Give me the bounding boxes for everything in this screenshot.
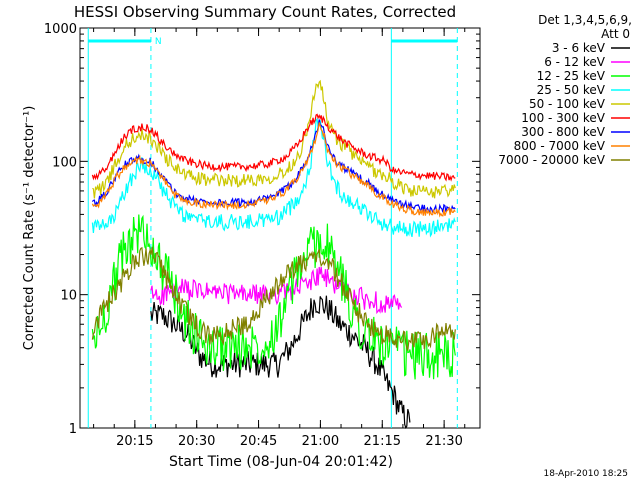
x-axis-label: Start Time (08-Jun-04 20:01:42) — [169, 454, 393, 470]
y-tick-label: 1000 — [44, 22, 77, 37]
y-tick-label: 1 — [69, 422, 77, 437]
legend-label: 25 - 50 keV — [537, 83, 606, 97]
legend-header: Det 1,3,4,5,6,9, Att 0 — [538, 13, 632, 41]
x-tick-label: 20:45 — [240, 434, 277, 449]
legend-header-line-1: Det 1,3,4,5,6,9, — [538, 13, 632, 27]
plot-frame — [79, 27, 481, 429]
series-lines — [91, 79, 456, 430]
x-tick-label: 20:30 — [178, 434, 215, 449]
legend-label: 50 - 100 keV — [529, 97, 606, 111]
legend-label: 800 - 7000 keV — [514, 139, 606, 153]
legend-header-line-2: Att 0 — [601, 27, 630, 41]
plot-timestamp: 18-Apr-2010 18:25 — [544, 469, 628, 479]
chart-title: HESSI Observing Summary Count Rates, Cor… — [74, 3, 456, 21]
x-tick-labels: 20:15 20:30 20:45 21:00 21:15 21:30 — [116, 434, 463, 449]
y-tick-labels: 1 10 100 1000 — [44, 22, 77, 437]
x-tick-label: 21:00 — [302, 434, 339, 449]
axis-ticks — [80, 27, 480, 429]
x-tick-label: 21:30 — [425, 434, 462, 449]
legend-label: 7000 - 20000 keV — [498, 153, 605, 167]
flag-label: N — [155, 37, 162, 47]
legend-label: 6 - 12 keV — [544, 55, 606, 69]
x-tick-label: 20:15 — [116, 434, 153, 449]
y-axis-label: Corrected Count Rate (s⁻¹ detector⁻¹) — [22, 106, 37, 351]
time-markers: N — [87, 28, 458, 428]
y-tick-label: 10 — [60, 289, 77, 304]
legend-label: 12 - 25 keV — [537, 69, 606, 83]
series-line — [91, 113, 456, 182]
series-line — [91, 119, 456, 215]
series-line — [92, 79, 456, 199]
legend-label: 100 - 300 keV — [521, 111, 605, 125]
series-line — [150, 266, 403, 315]
legend-label: 3 - 6 keV — [552, 41, 606, 55]
x-tick-label: 21:15 — [364, 434, 401, 449]
legend-label: 300 - 800 keV — [521, 125, 605, 139]
series-line — [91, 246, 456, 351]
series-line — [91, 117, 456, 238]
series-line — [91, 122, 456, 218]
y-tick-label: 100 — [52, 155, 77, 170]
